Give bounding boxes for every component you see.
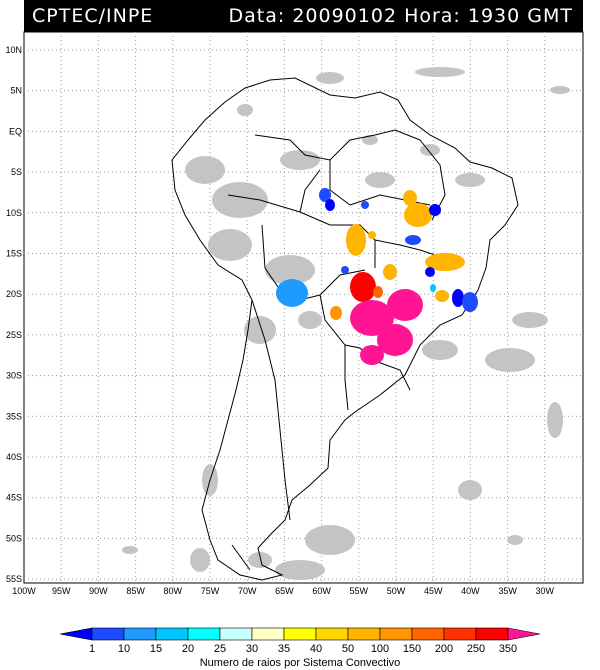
colorbar-tick-label: 40 bbox=[310, 643, 322, 655]
colorbar-segment bbox=[187, 627, 221, 641]
colorbar-segment bbox=[155, 627, 189, 641]
colorbar-tick-label: 15 bbox=[150, 643, 162, 655]
colorbar-tick-label: 50 bbox=[342, 643, 354, 655]
colorbar-segment bbox=[123, 627, 157, 641]
lon-tick-label: 55W bbox=[350, 586, 369, 596]
colorbar-tick-label: 150 bbox=[403, 643, 421, 655]
lon-tick-label: 60W bbox=[312, 586, 331, 596]
lon-tick-label: 50W bbox=[387, 586, 406, 596]
colorbar-tick-label: 30 bbox=[246, 643, 258, 655]
colorbar-tick-label: 1 bbox=[89, 643, 95, 655]
colorbar-tick-label: 200 bbox=[435, 643, 453, 655]
source-label: CPTEC/INPE bbox=[32, 5, 154, 27]
lat-tick-label: 45S bbox=[6, 493, 22, 503]
lon-tick-label: 75W bbox=[201, 586, 220, 596]
lon-tick-label: 100W bbox=[12, 586, 36, 596]
header-bar: CPTEC/INPE Data: 20090102 Hora: 1930 GMT bbox=[24, 0, 583, 32]
lon-tick-label: 85W bbox=[126, 586, 145, 596]
lat-tick-label: 10S bbox=[6, 208, 22, 218]
colorbar-tick-label: 250 bbox=[467, 643, 485, 655]
colorbar-tick-label: 350 bbox=[499, 643, 517, 655]
lat-tick-label: 15S bbox=[6, 249, 22, 259]
colorbar-segment bbox=[59, 627, 93, 641]
lon-tick-label: 35W bbox=[498, 586, 517, 596]
lon-tick-label: 90W bbox=[89, 586, 108, 596]
lon-tick-label: 95W bbox=[52, 586, 71, 596]
cloud-cover-layer bbox=[122, 67, 570, 580]
colorbar-title: Numero de raios por Sistema Convectivo bbox=[200, 657, 401, 669]
colorbar-segment bbox=[251, 627, 285, 641]
lon-tick-label: 40W bbox=[461, 586, 480, 596]
colorbar-segment bbox=[475, 627, 509, 641]
colorbar-tick-label: 100 bbox=[371, 643, 389, 655]
colorbar bbox=[59, 627, 541, 641]
lightning-cells-layer bbox=[276, 188, 478, 365]
lat-tick-label: 50S bbox=[6, 533, 22, 543]
longitude-labels: 100W 95W 90W 85W 80W 75W 70W 65W 60W 55W 50W 45W 40W… bbox=[12, 586, 554, 596]
colorbar-segment bbox=[219, 627, 253, 641]
lat-tick-label: 25S bbox=[6, 330, 22, 340]
lon-tick-label: 80W bbox=[164, 586, 183, 596]
colorbar-segment bbox=[347, 627, 381, 641]
lat-tick-label: 20S bbox=[6, 289, 22, 299]
colorbar-segment bbox=[443, 627, 477, 641]
colorbar-labels: 1 10 15 20 25 30 35 40 50 100 150 200 250 350 bbox=[89, 643, 517, 655]
colorbar-segment bbox=[411, 627, 445, 641]
colorbar-segment bbox=[315, 627, 349, 641]
lon-tick-label: 65W bbox=[275, 586, 294, 596]
date-time-label: Data: 20090102 Hora: 1930 GMT bbox=[228, 5, 573, 27]
lon-tick-label: 45W bbox=[424, 586, 443, 596]
colorbar-segment bbox=[507, 627, 541, 641]
lat-tick-label: 55S bbox=[6, 574, 22, 584]
lat-tick-label: 30S bbox=[6, 371, 22, 381]
lat-tick-label: 5N bbox=[10, 86, 22, 96]
lon-tick-label: 70W bbox=[238, 586, 257, 596]
colorbar-tick-label: 35 bbox=[278, 643, 290, 655]
lat-tick-label: 35S bbox=[6, 411, 22, 421]
colorbar-segment bbox=[283, 627, 317, 641]
lat-tick-label: 10N bbox=[5, 45, 22, 55]
latitude-labels: 10N 5N EQ 5S 10S 15S 20S 25S 30S 35S 40S 45S 50S 55S bbox=[5, 45, 22, 584]
lat-tick-label: EQ bbox=[9, 126, 22, 136]
map-frame bbox=[23, 31, 584, 584]
colorbar-tick-label: 10 bbox=[118, 643, 130, 655]
colorbar-tick-label: 25 bbox=[214, 643, 226, 655]
lon-tick-label: 30W bbox=[536, 586, 555, 596]
lat-tick-label: 5S bbox=[11, 167, 22, 177]
colorbar-tick-label: 20 bbox=[182, 643, 194, 655]
lat-tick-label: 40S bbox=[6, 452, 22, 462]
colorbar-segment bbox=[91, 627, 125, 641]
colorbar-segment bbox=[379, 627, 413, 641]
